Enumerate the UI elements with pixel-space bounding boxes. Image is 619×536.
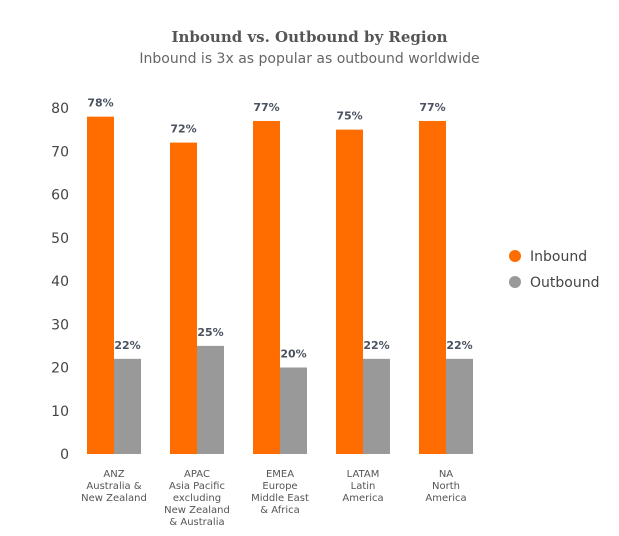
data-label: 20% <box>280 348 306 361</box>
y-tick-label: 60 <box>51 188 69 204</box>
bar-inbound <box>253 120 280 454</box>
data-label: 22% <box>114 339 140 352</box>
x-tick-label: Middle East <box>251 493 309 504</box>
bar-inbound <box>336 129 363 454</box>
bar-outbound <box>114 358 141 454</box>
y-tick-label: 80 <box>51 101 69 117</box>
legend-label: Outbound <box>530 275 599 291</box>
x-tick-label: EMEA <box>266 469 294 480</box>
data-label: 22% <box>446 339 472 352</box>
data-label: 75% <box>336 110 362 123</box>
chart-subtitle: Inbound is 3x as popular as outbound wor… <box>139 51 480 67</box>
bar-outbound <box>446 358 473 454</box>
x-tick-label: New Zealand <box>164 505 230 516</box>
y-tick-label: 0 <box>60 447 69 463</box>
x-tick-label: Latin <box>351 481 376 492</box>
bar-outbound <box>363 358 390 454</box>
y-tick-label: 10 <box>51 404 69 420</box>
y-tick-label: 20 <box>51 361 69 377</box>
legend-marker-inbound <box>509 250 521 262</box>
x-tick-label: & Africa <box>260 505 300 516</box>
chart-title: Inbound vs. Outbound by Region <box>171 28 448 46</box>
x-tick-label: America <box>425 493 466 504</box>
legend-marker-outbound <box>509 276 521 288</box>
x-tick-label: North <box>432 481 460 492</box>
y-tick-label: 50 <box>51 231 69 247</box>
bar-inbound <box>419 120 446 454</box>
x-tick-label: Europe <box>262 481 297 492</box>
bar-inbound <box>87 116 114 455</box>
x-tick-label: Asia Pacific <box>169 481 225 492</box>
data-label: 72% <box>170 123 196 136</box>
x-tick-label: America <box>342 493 383 504</box>
y-tick-label: 70 <box>51 144 69 160</box>
y-tick-label: 30 <box>51 317 69 333</box>
y-tick-label: 40 <box>51 274 69 290</box>
x-tick-label: LATAM <box>347 469 380 480</box>
x-tick-label: ANZ <box>103 469 124 480</box>
bar-outbound <box>197 345 224 454</box>
x-tick-label: excluding <box>173 493 221 504</box>
bar-inbound <box>170 142 197 454</box>
data-label: 77% <box>253 101 279 114</box>
x-tick-label: NA <box>439 469 453 480</box>
x-tick-label: New Zealand <box>81 493 147 504</box>
bar-outbound <box>280 367 307 454</box>
data-label: 78% <box>87 97 113 110</box>
data-label: 22% <box>363 339 389 352</box>
x-tick-label: Australia & <box>86 481 141 492</box>
legend-label: Inbound <box>530 249 587 265</box>
data-label: 25% <box>197 326 223 339</box>
x-tick-label: & Australia <box>169 517 224 528</box>
data-label: 77% <box>419 101 445 114</box>
x-tick-label: APAC <box>184 469 210 480</box>
